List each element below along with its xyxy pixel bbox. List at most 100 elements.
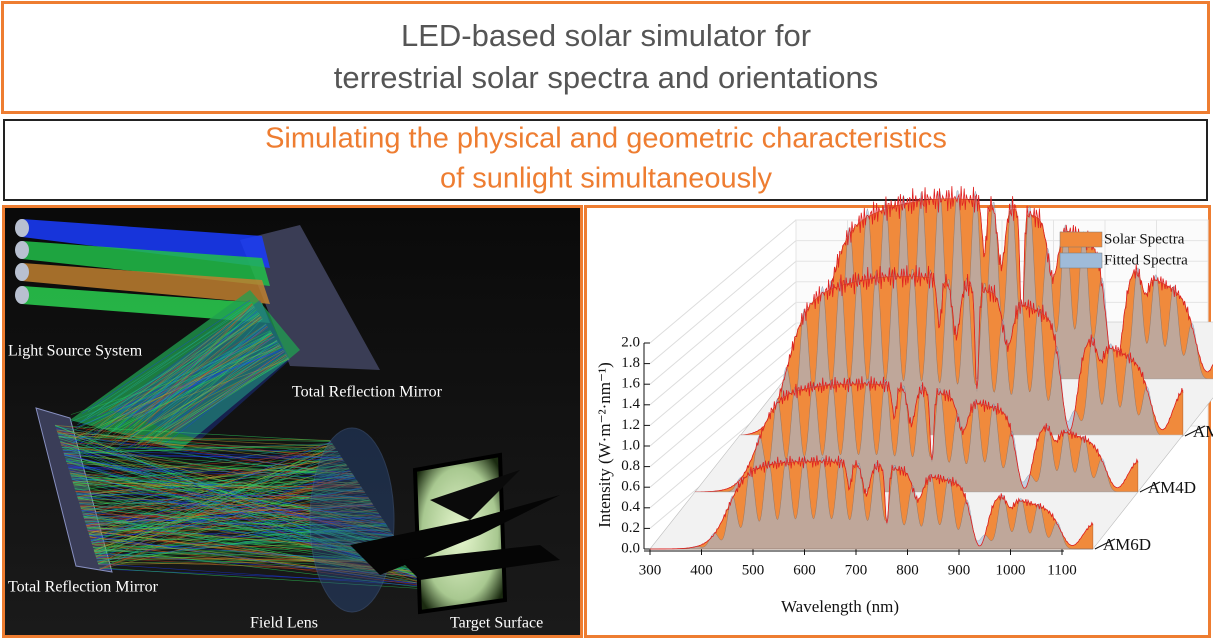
- ray: [70, 336, 275, 423]
- field-lens: [309, 427, 395, 613]
- component-label: Total Reflection Mirror: [8, 579, 159, 596]
- subtitle-line: Simulating the physical and geometric ch…: [265, 123, 947, 155]
- grid-line: [649, 363, 797, 488]
- grid-line: [649, 240, 797, 364]
- ray: [136, 356, 289, 433]
- x-tick-label: 800: [896, 562, 919, 578]
- ray: [145, 303, 253, 425]
- ray: [86, 525, 420, 575]
- grid-line: [649, 260, 797, 385]
- beam: [22, 263, 270, 304]
- x-tick-label: 500: [742, 562, 765, 578]
- ray: [93, 550, 412, 563]
- ray: [96, 514, 381, 559]
- grid-line: [649, 219, 797, 344]
- grid-line: [649, 322, 797, 447]
- title-box: [1, 1, 1210, 114]
- ray: [87, 527, 391, 531]
- ray: [85, 343, 280, 446]
- measured-line: [784, 186, 1213, 379]
- ray: [97, 499, 370, 562]
- series-label: AM6D: [1103, 535, 1151, 554]
- ray: [117, 310, 258, 428]
- y-tick-label: 0.6: [621, 479, 640, 495]
- x-tick-label: 900: [948, 562, 971, 578]
- y-tick-label: 1.2: [621, 417, 640, 433]
- ray: [79, 502, 406, 553]
- target-shard: [430, 470, 520, 520]
- ray: [121, 303, 253, 416]
- ray: [94, 541, 398, 552]
- ray: [70, 476, 365, 492]
- measured-line: [649, 455, 1094, 550]
- ray: [82, 513, 427, 586]
- ray: [72, 442, 333, 483]
- ray: [62, 449, 338, 453]
- ray: [56, 430, 354, 476]
- component-label: Field Lens: [250, 615, 318, 632]
- ray: [63, 443, 333, 454]
- ray: [78, 341, 279, 427]
- grid-line: [649, 302, 797, 426]
- ray: [80, 508, 412, 563]
- y-tick-label: 0.4: [621, 499, 640, 515]
- ray: [82, 299, 251, 414]
- ray: [153, 331, 272, 439]
- title-line: terrestrial solar spectra and orientatio…: [334, 60, 878, 95]
- ray: [72, 458, 343, 484]
- grid-line: [649, 343, 797, 467]
- beam: [22, 286, 270, 323]
- ray: [93, 464, 347, 551]
- ray: [89, 535, 428, 586]
- ray: [96, 556, 421, 577]
- ray: [55, 425, 331, 442]
- ray: [133, 334, 274, 416]
- ray: [55, 424, 344, 461]
- ray: [86, 526, 408, 557]
- y-tick-label: 1.4: [621, 396, 640, 412]
- measured-line: [694, 376, 1139, 493]
- y-axis-label: Intensity (W·m⁻²·nm⁻¹): [595, 362, 614, 528]
- ray: [75, 348, 283, 428]
- ray: [60, 442, 336, 449]
- ray: [125, 345, 281, 412]
- series-label: AM4D: [1148, 478, 1196, 497]
- ray: [58, 435, 331, 441]
- legend-swatch: [1059, 231, 1103, 248]
- ray: [97, 481, 358, 564]
- beam: [22, 241, 270, 286]
- light-beams: [15, 219, 430, 590]
- ray: [158, 357, 289, 433]
- ray: [77, 476, 355, 498]
- ray: [144, 345, 281, 438]
- ray: [72, 481, 365, 493]
- led: [15, 263, 29, 281]
- ray: [110, 317, 262, 442]
- target-shard: [400, 545, 560, 580]
- led: [15, 241, 29, 259]
- ray: [97, 561, 417, 571]
- ray: [73, 482, 359, 485]
- ray: [162, 357, 289, 439]
- y-tick-label: 0.0: [621, 540, 640, 556]
- ray: [90, 441, 332, 541]
- fitted-spectrum-area: [650, 456, 1093, 550]
- ray: [100, 304, 254, 426]
- subtitle-box: [3, 119, 1208, 201]
- x-tick-label: 700: [845, 562, 868, 578]
- x-tick-label: 400: [690, 562, 713, 578]
- legend-label: Fitted Spectra: [1104, 252, 1188, 268]
- ray: [94, 314, 260, 439]
- measured-line: [739, 265, 1184, 436]
- series-pointer: [1139, 481, 1161, 493]
- component-label: Total Reflection Mirror: [292, 384, 443, 401]
- ray: [95, 555, 413, 564]
- title-line: LED-based solar simulator for: [401, 18, 811, 53]
- ray: [162, 332, 273, 411]
- spectra-panel: 0.0 0.2 0.4 0.6 0.8 1.0 1.2 1.4 1.6 1.8 2.0 300 400 5…: [584, 186, 1213, 638]
- ray: [161, 351, 285, 447]
- ray: [87, 488, 363, 529]
- y-tick-label: 0.8: [621, 458, 640, 474]
- ray: [134, 333, 273, 447]
- ray: [113, 332, 272, 436]
